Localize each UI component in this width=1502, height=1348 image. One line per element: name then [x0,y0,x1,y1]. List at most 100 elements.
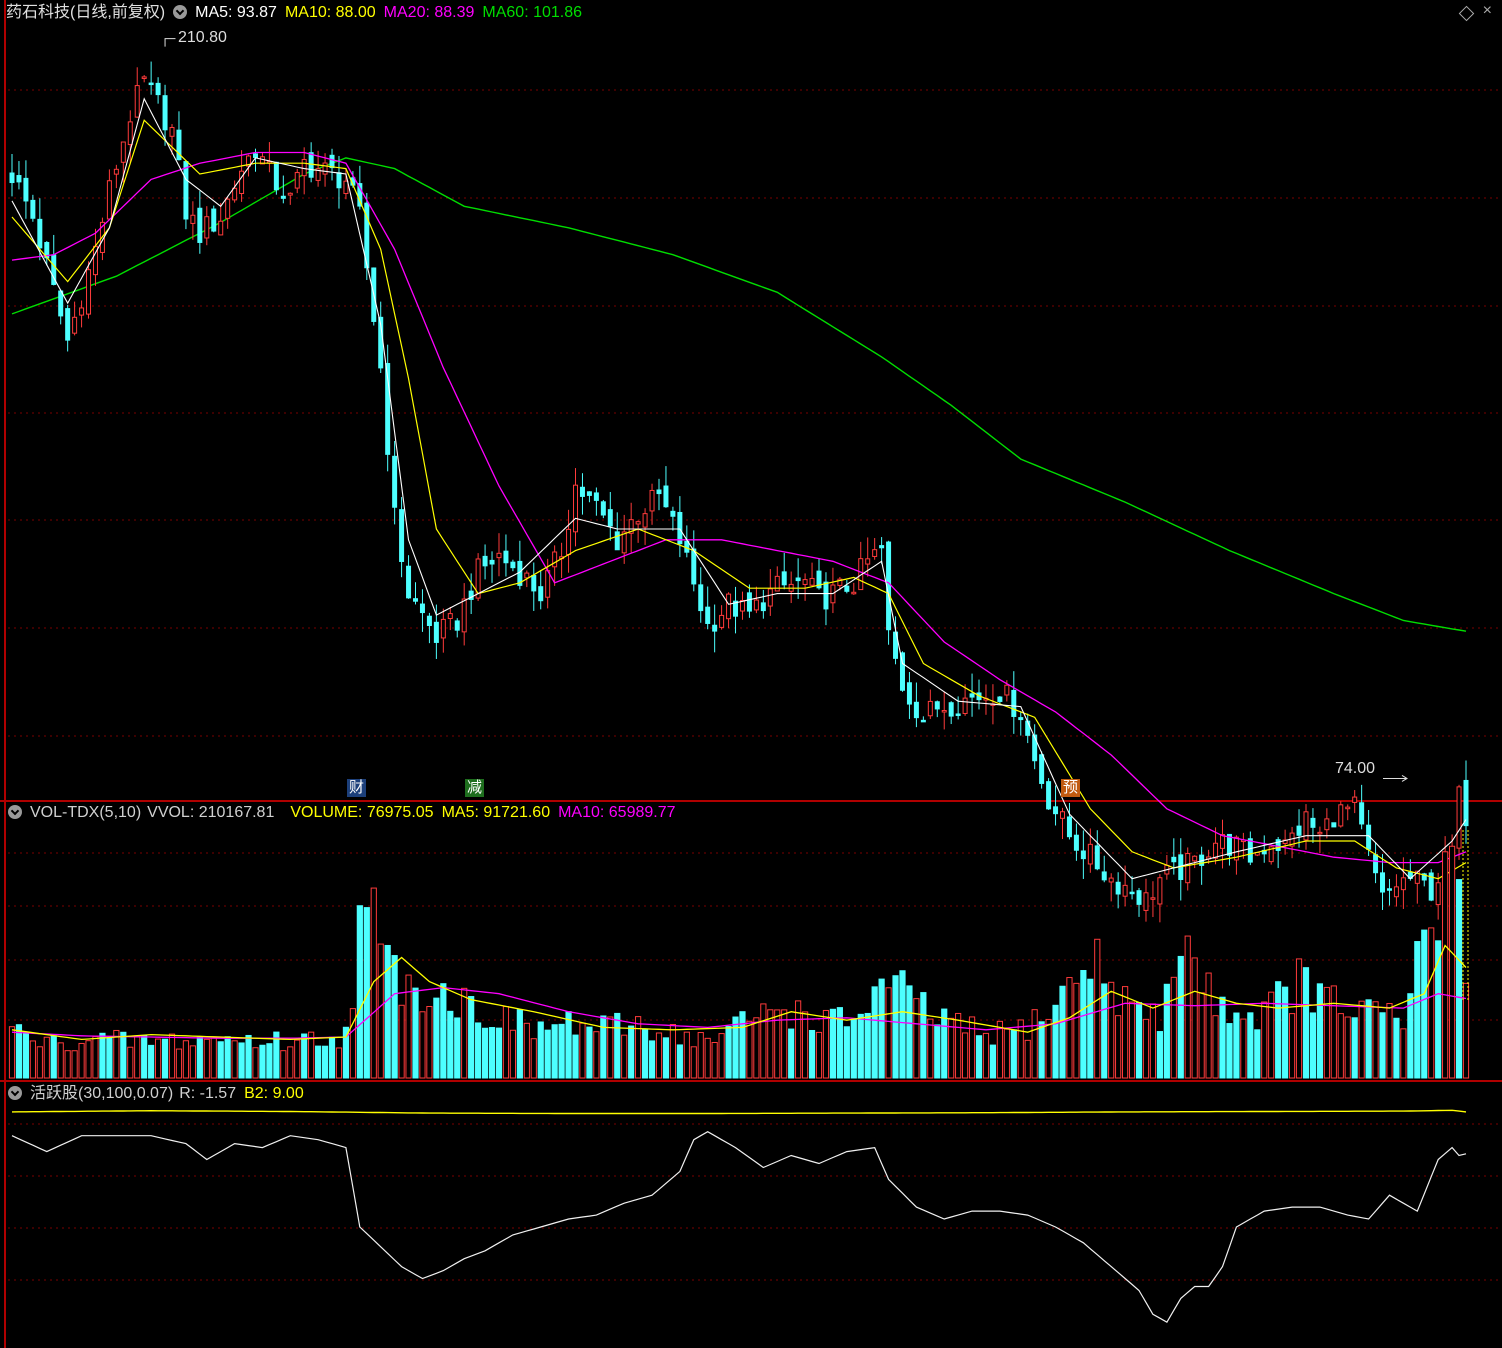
volume-bar[interactable] [1428,927,1435,1079]
volume-bar[interactable] [1282,986,1289,1079]
volume-bar[interactable] [600,1015,607,1079]
volume-toggle-icon[interactable] [8,805,22,819]
candle-body[interactable] [705,606,711,624]
volume-bar[interactable] [405,974,412,1079]
candle-body[interactable] [406,565,412,599]
candle-body[interactable] [496,552,502,559]
volume-bar[interactable] [982,1032,990,1079]
volume-bar[interactable] [1073,982,1080,1079]
candle-body[interactable] [510,561,516,569]
candle-body[interactable] [58,290,64,317]
volume-bars[interactable] [8,845,1470,1079]
candle-body[interactable] [308,152,314,178]
candle-body[interactable] [600,501,606,516]
candle-body[interactable] [294,172,300,189]
volume-bar[interactable] [1101,983,1108,1079]
candle-body[interactable] [941,709,947,713]
candle-body[interactable] [1400,877,1406,891]
volume-bar[interactable] [1400,1028,1407,1079]
candle-body[interactable] [816,570,822,589]
candle-body[interactable] [579,486,585,497]
volume-bar[interactable] [753,1017,760,1079]
volume-bar[interactable] [829,1008,837,1079]
volume-bar[interactable] [1219,996,1226,1079]
volume-bar[interactable] [767,1009,774,1079]
candle-body[interactable] [475,558,481,599]
candle-body[interactable] [23,177,29,202]
volume-bar[interactable] [1393,1017,1400,1079]
candle-body[interactable] [176,129,182,161]
volume-bar[interactable] [1316,983,1324,1079]
volume-bar[interactable] [1052,1004,1059,1079]
candle-body[interactable] [642,513,648,528]
candle-body[interactable] [1373,854,1379,874]
volume-bar[interactable] [120,1031,127,1079]
volume-bar[interactable] [551,1024,558,1079]
volume-bar[interactable] [433,997,440,1079]
volume-bar[interactable] [1108,981,1115,1079]
volume-bar[interactable] [426,1006,433,1079]
volume-bar[interactable] [857,1013,864,1079]
candle-body[interactable] [865,558,871,565]
volume-bar[interactable] [607,1016,614,1079]
candle-body[interactable] [190,214,196,224]
candle-body[interactable] [733,600,739,617]
volume-bar[interactable] [1087,978,1094,1079]
candle-body[interactable] [148,82,154,86]
candle-body[interactable] [232,187,238,201]
candle-body[interactable] [767,588,773,607]
volume-bar[interactable] [544,1029,551,1079]
volume-bar[interactable] [1435,940,1442,1079]
volume-bar[interactable] [461,987,468,1079]
volume-bar[interactable] [586,1026,593,1079]
volume-bar[interactable] [1163,983,1170,1079]
candle-body[interactable] [586,491,592,496]
candle-body[interactable] [1338,804,1344,827]
volume-bar[interactable] [308,1031,315,1079]
volume-bar[interactable] [899,970,906,1079]
candle-body[interactable] [872,549,878,557]
candle-body[interactable] [106,180,112,220]
main-toggle-icon[interactable] [173,5,188,19]
candle-body[interactable] [607,509,613,527]
candle-body[interactable] [301,158,307,177]
candle-body[interactable] [1317,831,1323,835]
volume-bar[interactable] [704,1037,711,1079]
volume-bar[interactable] [955,1012,962,1079]
volume-bar[interactable] [621,1034,628,1079]
candle-body[interactable] [906,682,912,705]
candle-body[interactable] [120,141,126,163]
volume-bar[interactable] [1094,938,1101,1079]
volume-bar[interactable] [1421,929,1428,1079]
volume-bar[interactable] [1233,1012,1240,1079]
volume-bar[interactable] [1344,1016,1351,1079]
candle-body[interactable] [1393,886,1399,898]
candle-body[interactable] [1108,877,1114,883]
candle-body[interactable] [1324,818,1330,831]
volume-bar[interactable] [920,992,927,1079]
marker-forecast[interactable]: 预 [1061,779,1081,797]
candle-body[interactable] [1150,897,1156,900]
volume-bar[interactable] [1386,1003,1393,1079]
volume-bar[interactable] [1288,1013,1296,1079]
candle-body[interactable] [280,195,286,199]
close-icon[interactable]: × [1482,2,1492,19]
candle-body[interactable] [649,489,655,512]
candle-body[interactable] [1359,802,1365,825]
active-toggle-icon[interactable] [8,1086,22,1100]
volume-bar[interactable] [92,1036,99,1079]
candle-body[interactable] [879,545,885,549]
volume-bar[interactable] [989,1044,997,1079]
candle-body[interactable] [204,216,210,239]
candle-body[interactable] [1456,786,1462,849]
volume-bar[interactable] [1066,977,1073,1079]
volume-bar[interactable] [1226,1023,1233,1079]
volume-bar[interactable] [1010,1029,1017,1079]
volume-bar[interactable] [1031,1009,1038,1079]
volume-bar[interactable] [697,1032,704,1079]
volume-bar[interactable] [648,1040,656,1079]
volume-bar[interactable] [1212,1015,1219,1079]
candle-body[interactable] [9,172,15,184]
volume-bar[interactable] [579,1022,586,1079]
